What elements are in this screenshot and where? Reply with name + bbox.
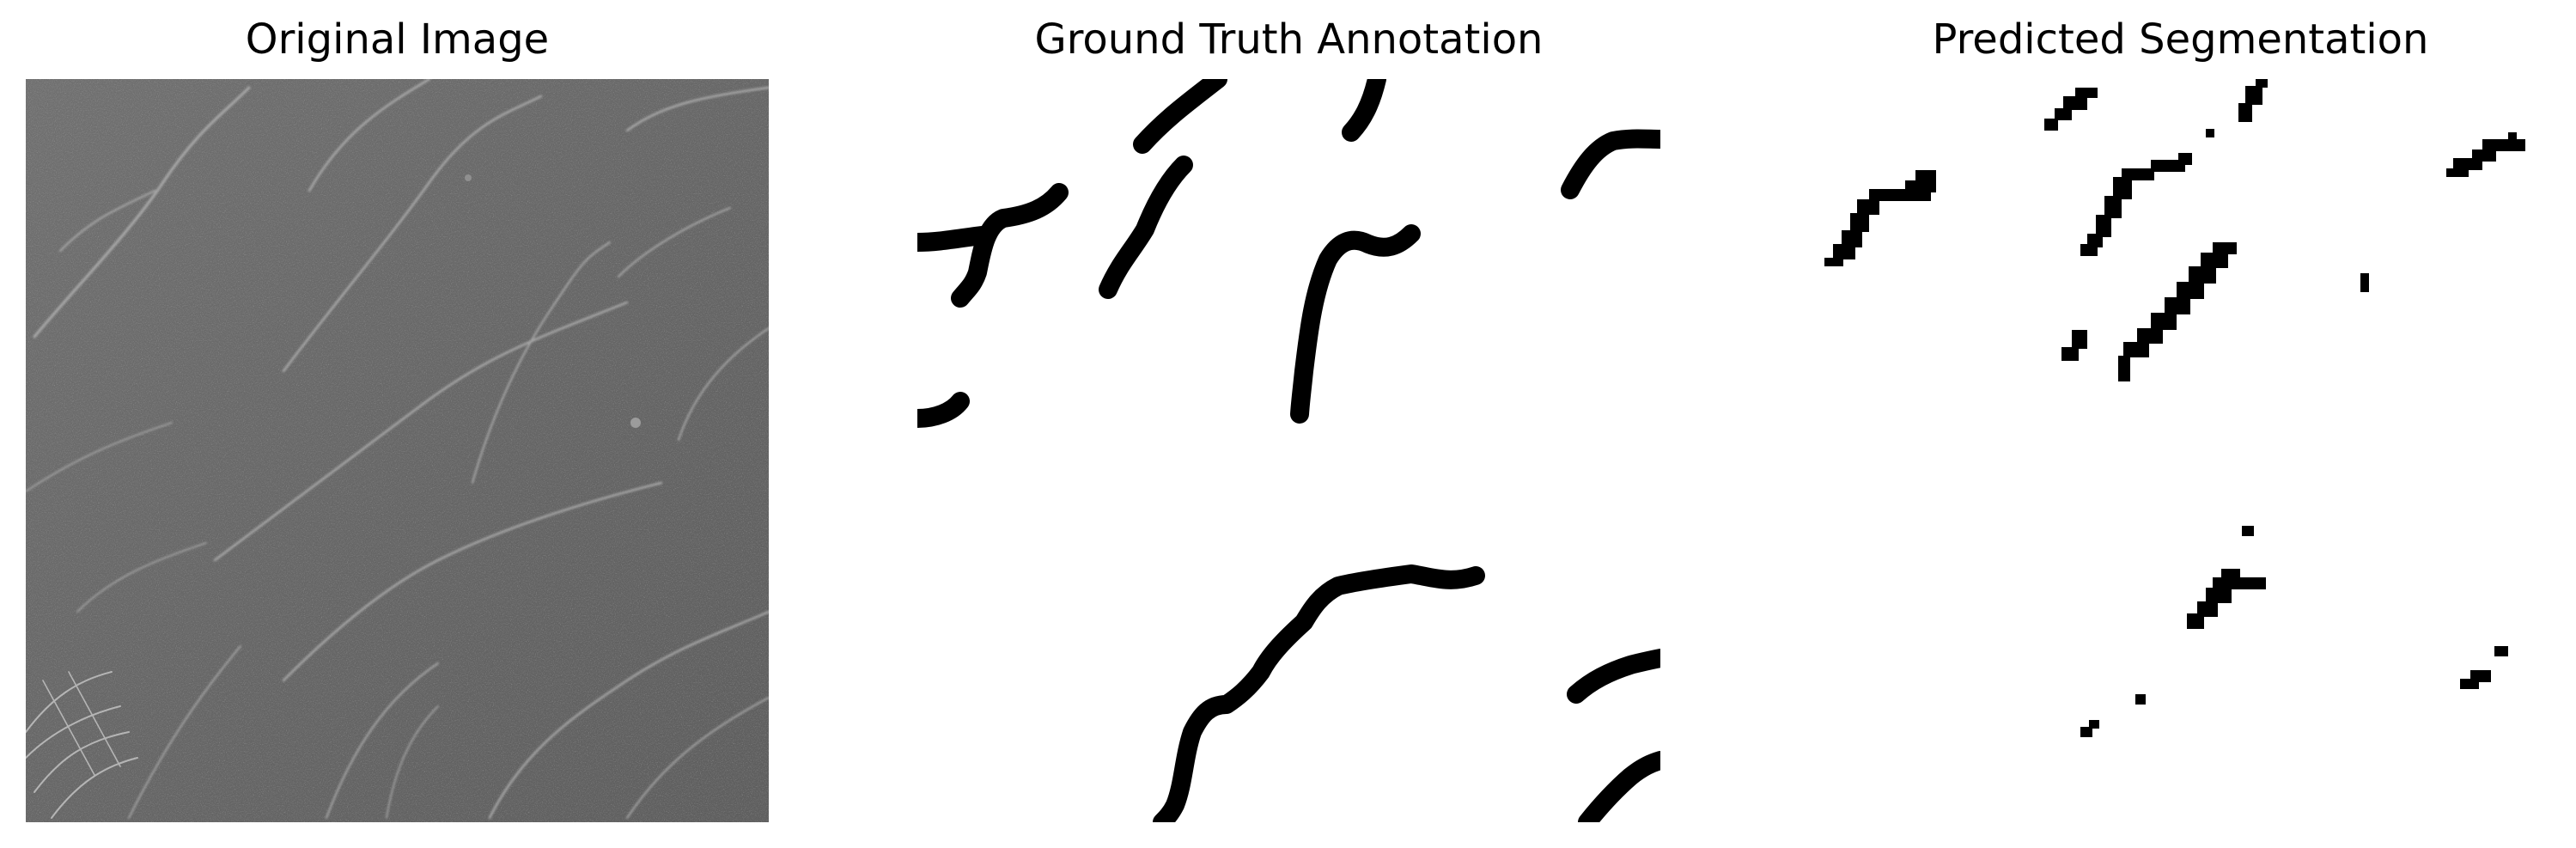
gt-stroke [1133, 79, 1227, 154]
ground-truth-mask [917, 79, 1660, 822]
ground-truth-title: Ground Truth Annotation [1034, 15, 1544, 64]
texture-background [26, 79, 769, 822]
original-image [26, 79, 769, 822]
predicted-segmentation-panel [1809, 79, 2552, 822]
gt-stroke [917, 226, 991, 252]
predicted-mask [1809, 79, 2552, 822]
pred-blob [2446, 132, 2525, 177]
predicted-blobs [1824, 79, 2525, 737]
crack-lines [26, 79, 769, 820]
predicted-segmentation-title: Predicted Segmentation [1932, 15, 2429, 64]
bright-speck [465, 174, 472, 181]
gt-stroke [1578, 751, 1660, 822]
bright-speck [630, 418, 641, 428]
gt-stroke [1567, 649, 1660, 704]
pred-blob [1824, 170, 1936, 266]
gt-stroke [1561, 129, 1660, 199]
gt-stroke [917, 392, 970, 428]
crack-cluster-left [26, 671, 138, 819]
gt-stroke [951, 183, 1069, 308]
pred-blob [2044, 79, 2268, 137]
gt-stroke [1342, 79, 1386, 142]
pred-blob [2061, 242, 2369, 381]
original-image-panel [26, 79, 769, 822]
gt-stroke [1290, 224, 1421, 424]
gt-stroke [1099, 156, 1193, 299]
pred-blob [2080, 526, 2508, 737]
gt-stroke [1153, 564, 1485, 822]
ground-truth-strokes [917, 79, 1660, 822]
pred-blob [2080, 153, 2192, 256]
original-image-title: Original Image [245, 15, 550, 64]
ground-truth-panel [917, 79, 1660, 822]
